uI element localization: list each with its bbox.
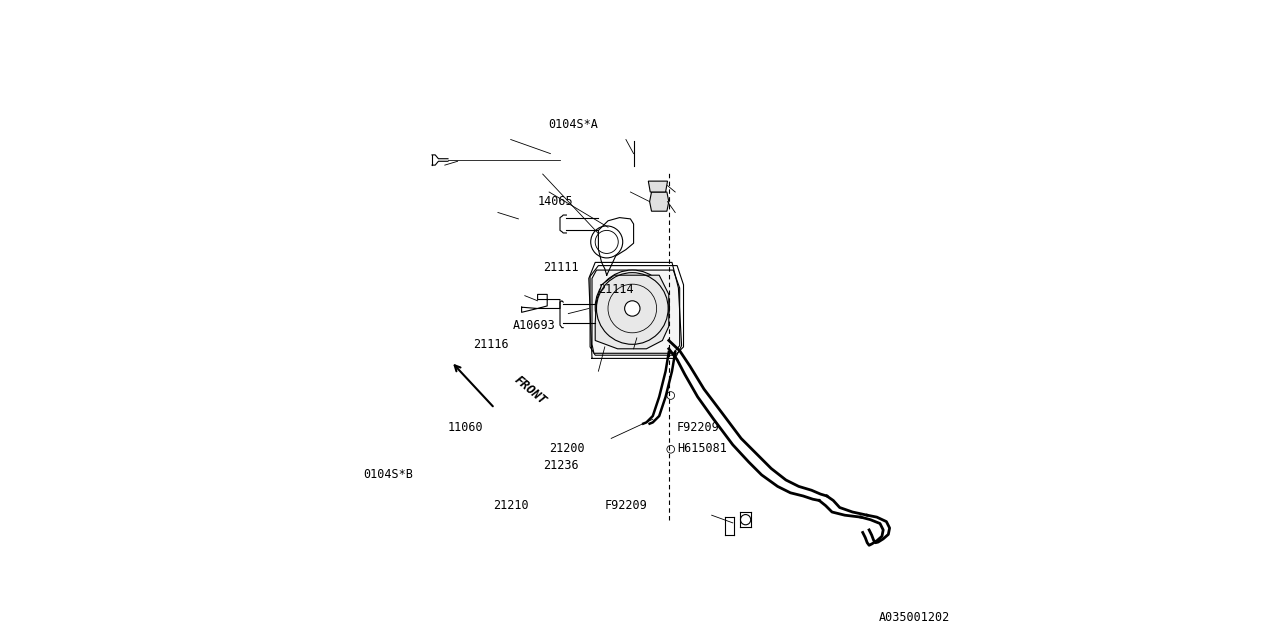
Circle shape xyxy=(740,515,750,525)
Circle shape xyxy=(625,301,640,316)
Circle shape xyxy=(622,298,641,317)
Circle shape xyxy=(591,226,623,258)
Text: A10693: A10693 xyxy=(513,319,556,332)
Polygon shape xyxy=(650,192,668,211)
Circle shape xyxy=(595,270,669,344)
Text: 0104S*B: 0104S*B xyxy=(364,468,412,481)
Polygon shape xyxy=(595,275,668,349)
Text: F92209: F92209 xyxy=(677,421,719,434)
Circle shape xyxy=(667,445,675,453)
Text: 11060: 11060 xyxy=(448,421,484,434)
Text: 14065: 14065 xyxy=(538,195,573,208)
Text: H615081: H615081 xyxy=(677,442,727,454)
Text: 21236: 21236 xyxy=(543,460,579,472)
Text: 21111: 21111 xyxy=(544,261,580,274)
Text: 21210: 21210 xyxy=(493,499,529,512)
Polygon shape xyxy=(648,181,668,192)
Text: FRONT: FRONT xyxy=(512,374,549,408)
Text: A035001202: A035001202 xyxy=(879,611,950,624)
Circle shape xyxy=(667,392,675,399)
Text: F92209: F92209 xyxy=(604,499,648,512)
Text: 21200: 21200 xyxy=(549,442,585,454)
Text: 21116: 21116 xyxy=(474,338,508,351)
Polygon shape xyxy=(591,270,680,353)
Text: 0104S*A: 0104S*A xyxy=(549,118,599,131)
Text: 21114: 21114 xyxy=(599,284,634,296)
